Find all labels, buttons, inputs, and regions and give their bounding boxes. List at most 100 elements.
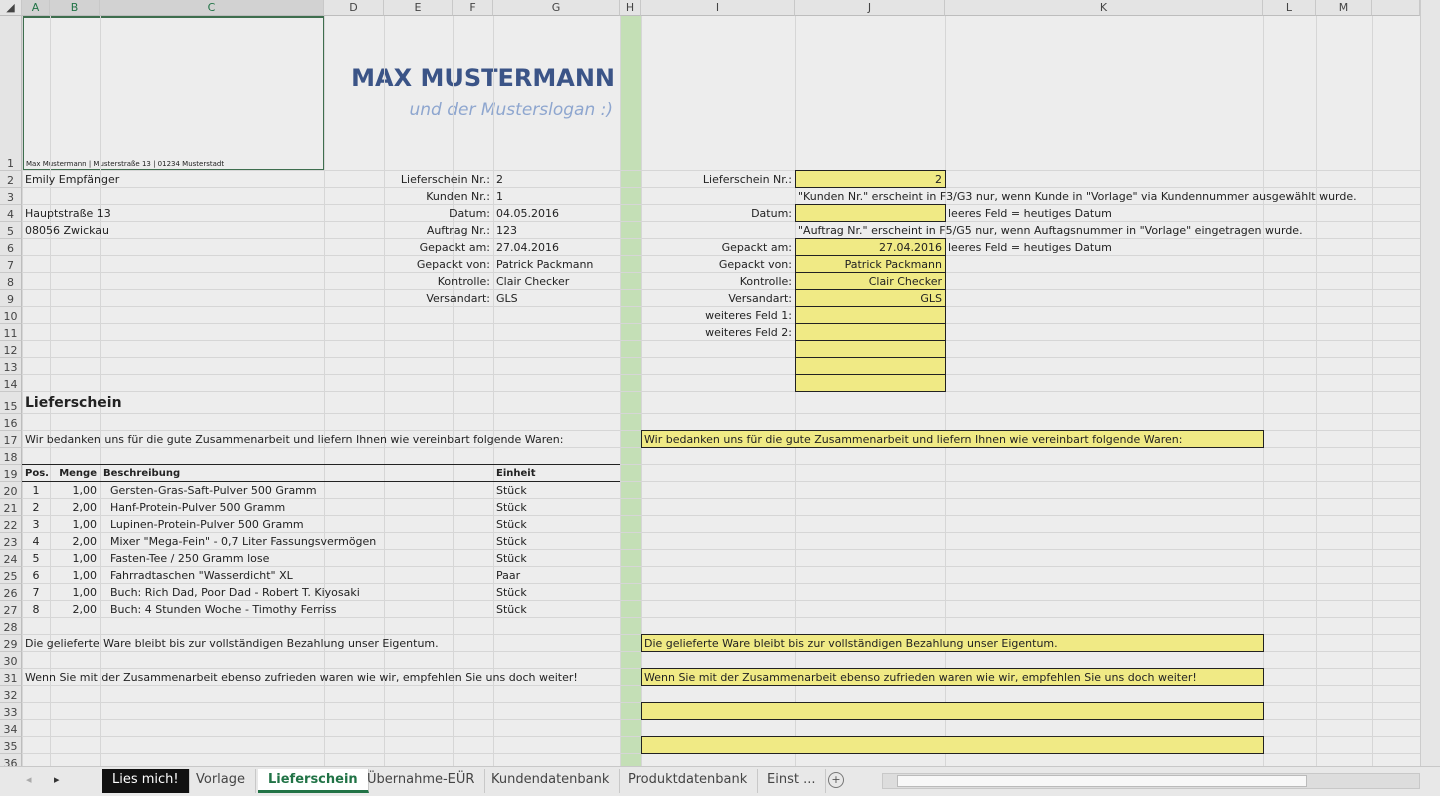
cell-J9[interactable]: GLS [920,292,942,305]
add-sheet-icon[interactable]: + [828,772,844,788]
column-header-M[interactable]: M [1316,0,1372,16]
row-header-34[interactable]: 34 [0,720,22,737]
row-header-35[interactable]: 35 [0,737,22,754]
cell-J3[interactable]: "Kunden Nr." erscheint in F3/G3 nur, wen… [798,190,1357,203]
cell-J7[interactable]: Patrick Packmann [844,258,942,271]
row-header-25[interactable]: 25 [0,567,22,584]
cell-I11[interactable]: weiteres Feld 2: [705,326,792,339]
row-header-19[interactable]: 19 [0,465,22,482]
row-header-5[interactable]: 5 [0,222,22,239]
column-header-extra[interactable] [1372,0,1420,16]
column-header-G[interactable]: G [493,0,620,16]
row-header-3[interactable]: 3 [0,188,22,205]
input-cell-J2[interactable] [795,170,946,188]
cell-E9[interactable]: Versandart: [426,292,490,305]
item-row-6-pos[interactable]: 6 [32,569,40,582]
scroll-thumb[interactable] [897,775,1307,787]
cell-I2[interactable]: Lieferschein Nr.: [702,173,792,186]
cell-A31[interactable]: Wenn Sie mit der Zusammenarbeit ebenso z… [25,671,578,684]
item-row-1-beschreibung[interactable]: Gersten-Gras-Saft-Pulver 500 Gramm [110,484,317,497]
item-row-8-einheit[interactable]: Stück [496,603,527,616]
row-header-36[interactable]: 36 [0,754,22,766]
column-header-B[interactable]: B [50,0,100,16]
cell-E4[interactable]: Datum: [449,207,490,220]
row-header-30[interactable]: 30 [0,652,22,669]
cell-J8[interactable]: Clair Checker [868,275,942,288]
row-header-9[interactable]: 9 [0,290,22,307]
row-header-31[interactable]: 31 [0,669,22,686]
input-cell-J10[interactable] [795,306,946,324]
item-row-4-beschreibung[interactable]: Mixer "Mega-Fein" - 0,7 Liter Fassungsve… [110,535,377,548]
cell-I9[interactable]: Versandart: [728,292,792,305]
cell-A5[interactable]: 08056 Zwickau [25,224,110,237]
row-header-22[interactable]: 22 [0,516,22,533]
table-header-pos[interactable]: Pos. [25,468,49,479]
cell-E5[interactable]: Auftrag Nr.: [426,224,490,237]
column-header-F[interactable]: F [453,0,493,16]
row-header-7[interactable]: 7 [0,256,22,273]
table-header-menge[interactable]: Menge [59,468,97,479]
row-header-23[interactable]: 23 [0,533,22,550]
input-cell-J14[interactable] [795,374,946,392]
table-header-beschreibung[interactable]: Beschreibung [103,468,181,479]
table-header-einheit[interactable]: Einheit [496,468,536,479]
row-header-16[interactable]: 16 [0,414,22,431]
cell-I7[interactable]: Gepackt von: [718,258,792,271]
item-row-4-pos[interactable]: 4 [32,535,40,548]
cell-I8[interactable]: Kontrolle: [739,275,792,288]
column-header-J[interactable]: J [795,0,945,16]
input-cell-J13[interactable] [795,357,946,375]
input-cell-J11[interactable] [795,323,946,341]
cell-E8[interactable]: Kontrolle: [437,275,490,288]
column-header-D[interactable]: D [324,0,384,16]
cell-A4[interactable]: Hauptstraße 13 [25,207,111,220]
spreadsheet-grid[interactable]: Max Mustermann | Musterstraße 13 | 01234… [0,0,1420,766]
next-sheet-icon[interactable]: ▸ [54,773,60,786]
column-header-I[interactable]: I [641,0,795,16]
row-header-1[interactable]: 1 [0,16,22,171]
cell-A17[interactable]: Wir bedanken uns für die gute Zusammenar… [25,433,564,446]
column-header-C[interactable]: C [100,0,324,16]
cell-K4[interactable]: leeres Feld = heutiges Datum [948,207,1112,220]
row-header-8[interactable]: 8 [0,273,22,290]
selected-logo-cell[interactable]: Max Mustermann | Musterstraße 13 | 01234… [22,16,325,171]
column-header-L[interactable]: L [1263,0,1316,16]
cell-E7[interactable]: Gepackt von: [416,258,490,271]
cell-G6[interactable]: 27.04.2016 [496,241,559,254]
row-header-27[interactable]: 27 [0,601,22,618]
cell-I31[interactable]: Wenn Sie mit der Zusammenarbeit ebenso z… [644,671,1197,684]
cell-J6[interactable]: 27.04.2016 [879,241,942,254]
row-header-10[interactable]: 10 [0,307,22,324]
row-header-29[interactable]: 29 [0,635,22,652]
text-input-I31[interactable] [641,668,1264,686]
item-row-8-menge[interactable]: 2,00 [72,603,98,616]
item-row-6-einheit[interactable]: Paar [496,569,521,582]
cell-A15[interactable]: Lieferschein [25,395,122,411]
sheet-tab-vorlage[interactable]: Vorlage [186,769,257,793]
cell-G2[interactable]: 2 [496,173,503,186]
cell-E3[interactable]: Kunden Nr.: [426,190,490,203]
item-row-7-menge[interactable]: 1,00 [72,586,98,599]
cell-G8[interactable]: Clair Checker [496,275,570,288]
item-row-8-beschreibung[interactable]: Buch: 4 Stunden Woche - Timothy Ferriss [110,603,337,616]
item-row-4-einheit[interactable]: Stück [496,535,527,548]
item-row-1-menge[interactable]: 1,00 [72,484,98,497]
item-row-3-beschreibung[interactable]: Lupinen-Protein-Pulver 500 Gramm [110,518,304,531]
cell-A29[interactable]: Die gelieferte Ware bleibt bis zur volls… [25,637,439,650]
cell-I4[interactable]: Datum: [751,207,792,220]
cell-A2[interactable]: Emily Empfänger [25,173,120,186]
cell-G4[interactable]: 04.05.2016 [496,207,559,220]
item-row-6-menge[interactable]: 1,00 [72,569,98,582]
item-row-6-beschreibung[interactable]: Fahrradtaschen "Wasserdicht" XL [110,569,293,582]
row-header-2[interactable]: 2 [0,171,22,188]
row-header-28[interactable]: 28 [0,618,22,635]
item-row-5-beschreibung[interactable]: Fasten-Tee / 250 Gramm lose [110,552,270,565]
cell-G9[interactable]: GLS [496,292,518,305]
item-row-1-einheit[interactable]: Stück [496,484,527,497]
item-row-5-pos[interactable]: 5 [32,552,40,565]
text-input-I35[interactable] [641,736,1264,754]
row-header-14[interactable]: 14 [0,375,22,392]
item-row-7-einheit[interactable]: Stück [496,586,527,599]
row-header-32[interactable]: 32 [0,686,22,703]
cell-K6[interactable]: leeres Feld = heutiges Datum [948,241,1112,254]
